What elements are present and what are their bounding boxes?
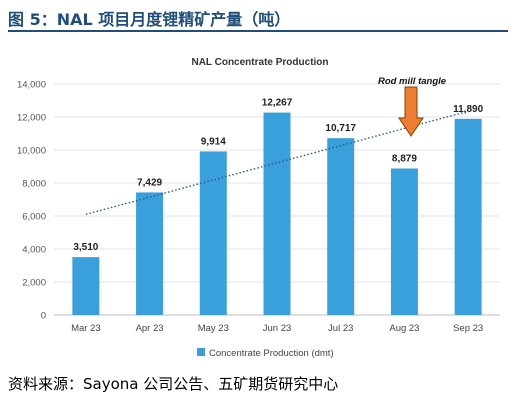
bar (327, 138, 355, 315)
y-axis-ticks: 0 2,000 4,000 6,000 8,000 10,000 12,000 14,000 (17, 80, 46, 322)
x-tick-label: May 23 (198, 323, 229, 334)
bars (72, 112, 482, 315)
annotation-text: Rod mill tangle (378, 76, 447, 87)
data-label: 9,914 (201, 136, 226, 147)
y-tick-label: 14,000 (17, 80, 46, 91)
data-label: 8,879 (392, 153, 417, 164)
data-label: 12,267 (262, 98, 293, 109)
y-tick-label: 4,000 (22, 245, 46, 256)
data-label: 11,890 (453, 104, 483, 115)
x-axis-ticks: Mar 23 Apr 23 May 23 Jun 23 Jul 23 Aug 23 Sep … (71, 323, 483, 334)
y-tick-label: 2,000 (22, 278, 46, 289)
bar (72, 257, 100, 315)
trendline (85, 110, 469, 216)
legend: Concentrate Production (dmt) (197, 348, 334, 359)
x-tick-label: Aug 23 (389, 323, 419, 334)
bar (136, 192, 164, 315)
chart-title: NAL Concentrate Production (191, 57, 328, 68)
bar (390, 168, 418, 315)
y-tick-label: 12,000 (17, 113, 46, 124)
production-chart: NAL Concentrate Production 0 2,000 4,000 6,… (17, 57, 500, 359)
data-label: 10,717 (325, 123, 356, 134)
annotation: Rod mill tangle (378, 76, 447, 137)
y-tick-label: 10,000 (17, 146, 46, 157)
data-label: 7,429 (137, 177, 162, 188)
bar (454, 118, 482, 315)
legend-label: Concentrate Production (dmt) (209, 348, 334, 359)
legend-swatch (197, 348, 205, 356)
trendline-path (85, 110, 469, 216)
x-tick-label: Apr 23 (136, 323, 164, 334)
x-tick-label: Mar 23 (71, 323, 101, 334)
y-tick-label: 6,000 (22, 212, 46, 223)
bar (263, 112, 291, 315)
title-divider (8, 30, 508, 32)
x-tick-label: Jun 23 (263, 323, 292, 334)
bar (199, 151, 227, 315)
y-tick-label: 8,000 (22, 179, 46, 190)
figure-title: 图 5：NAL 项目月度锂精矿产量（吨） (8, 10, 291, 29)
x-tick-label: Sep 23 (453, 323, 483, 334)
x-tick-label: Jul 23 (328, 323, 353, 334)
y-tick-label: 0 (41, 311, 46, 322)
annotation-arrow (398, 86, 424, 137)
source-note: 资料来源：Sayona 公司公告、五矿期货研究中心 (8, 375, 339, 393)
data-label: 3,510 (73, 242, 98, 253)
data-labels: 3,510 7,429 9,914 12,267 10,717 8,879 11,890 (73, 98, 483, 253)
